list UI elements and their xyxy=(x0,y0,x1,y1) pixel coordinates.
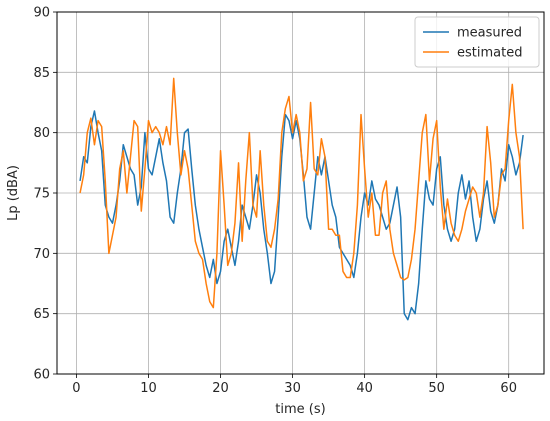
y-tick-label: 85 xyxy=(33,66,50,81)
y-tick-label: 65 xyxy=(33,307,50,322)
legend-label-estimated: estimated xyxy=(457,46,522,61)
x-axis-label: time (s) xyxy=(275,402,325,417)
y-tick-label: 60 xyxy=(33,368,50,383)
x-tick-label: 20 xyxy=(212,381,229,396)
legend-box xyxy=(414,16,540,68)
axis-ticks: 0 10 20 30 40 50 60 60 65 70 75 80 85 90 xyxy=(33,6,517,397)
y-tick-label: 75 xyxy=(33,187,50,202)
series-line-estimated xyxy=(79,77,524,309)
x-tick-label: 10 xyxy=(140,381,157,396)
legend-label-measured: measured xyxy=(457,26,522,41)
x-tick-label: 60 xyxy=(500,381,517,396)
y-axis-label: Lp (dBA) xyxy=(6,165,21,221)
y-tick-label: 90 xyxy=(33,6,50,21)
x-tick-label: 0 xyxy=(72,381,80,396)
y-tick-label: 80 xyxy=(33,126,50,141)
y-tick-label: 70 xyxy=(33,247,50,262)
legend: measured estimated xyxy=(414,16,540,68)
plot-lines xyxy=(79,77,524,321)
x-tick-label: 40 xyxy=(356,381,373,396)
x-tick-label: 30 xyxy=(284,381,301,396)
x-tick-label: 50 xyxy=(428,381,445,396)
